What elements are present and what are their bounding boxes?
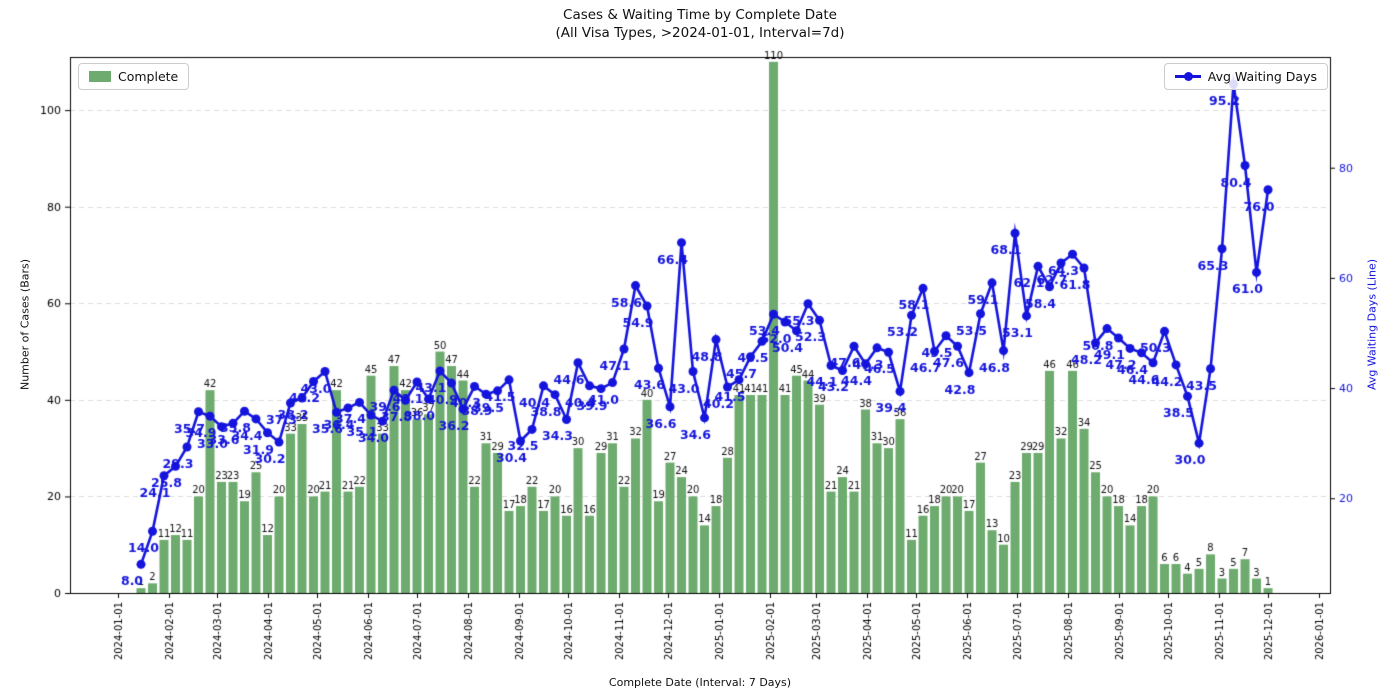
line-marker-icon	[1174, 72, 1201, 81]
chart-title-block: Cases & Waiting Time by Complete Date (A…	[0, 6, 1400, 42]
chart-subtitle: (All Visa Types, >2024-01-01, Interval=7…	[555, 25, 845, 41]
x-axis-label: Complete Date (Interval: 7 Days)	[608, 676, 792, 689]
chart-title: Cases & Waiting Time by Complete Date	[563, 7, 837, 23]
y-axis-label-right: Avg Waiting Days (Line)	[1365, 258, 1379, 391]
legend-complete: Complete	[78, 63, 190, 90]
y-axis-label-left: Number of Cases (Bars)	[18, 258, 32, 391]
legend-avg-waiting-days: Avg Waiting Days	[1163, 63, 1328, 90]
legend-avg-waiting-days-label: Avg Waiting Days	[1207, 69, 1317, 84]
legend-complete-label: Complete	[118, 69, 179, 84]
bar-swatch-icon	[89, 71, 111, 82]
